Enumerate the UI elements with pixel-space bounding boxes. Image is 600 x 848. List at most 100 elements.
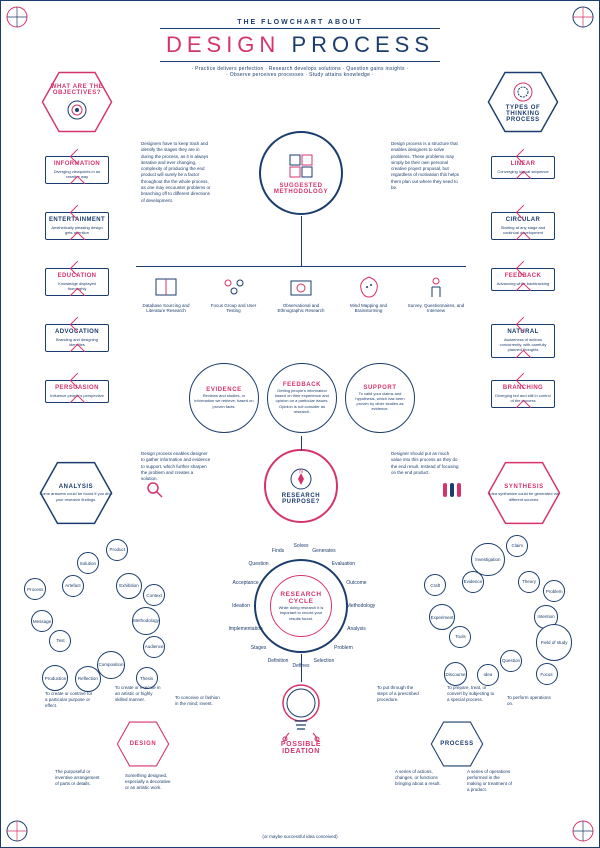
synthesis-title: SYNTHESIS — [504, 484, 543, 490]
bubble: Production — [42, 665, 68, 691]
design-definitions: To create or contrive for a particular p… — [45, 691, 175, 811]
efs-desc: Reviews and studies, or information we r… — [190, 393, 258, 409]
analysis-desc: Some answers could be found if you dive … — [39, 491, 113, 501]
bubble: Product — [106, 539, 128, 561]
bubble: Discourse — [444, 662, 467, 685]
bubble: Craft — [424, 574, 446, 596]
box-title: CIRCULAR — [495, 217, 551, 223]
bubble: Theory — [518, 571, 540, 593]
method-book-icon: Database Sourcing and Literature Researc… — [136, 273, 196, 313]
bubble: Test — [49, 630, 71, 652]
definition: Something designed, especially a decorat… — [125, 773, 173, 791]
magnifier-icon — [146, 481, 164, 499]
bubble: Methodology — [132, 607, 161, 636]
bubble: Tools — [449, 626, 471, 648]
box-title: LINEAR — [495, 161, 551, 167]
right-box-4: BRANCHINGDiverging but and still in cont… — [491, 380, 555, 408]
bubble: Audience — [143, 636, 165, 658]
textblock-left2: Design process enables designer to gathe… — [141, 451, 211, 482]
box-title: FEEDBACK — [495, 273, 551, 279]
efs-desc: To valid your claims and hypothesis, whi… — [346, 391, 414, 412]
right-box-3: NATURALAwareness of actions concurrently… — [491, 324, 555, 358]
objectives-title: WHAT ARE THE OBJECTIVES? — [51, 84, 104, 96]
corner-logo-tr — [571, 5, 595, 29]
bubble: Field of study — [536, 624, 572, 660]
box-title: ADVOCATION — [49, 329, 105, 335]
bubble: Solution — [77, 552, 99, 574]
box-desc: Aesthetically pleasing design gets atten… — [49, 225, 105, 235]
left-box-1: ENTERTAINMENTAesthetically pleasing desi… — [45, 212, 109, 240]
bubble: Question — [500, 650, 522, 672]
textblock-right2: Designer should put as much value into t… — [391, 451, 461, 476]
definition: To conceive or fashion in the mind; inve… — [175, 695, 223, 707]
research-purpose-node: N RESEARCH PURPOSE? — [264, 449, 338, 523]
bubble: Composition — [97, 651, 126, 680]
cycle-word: Question — [241, 561, 277, 567]
process-definitions: To put through the steps of a prescribed… — [425, 691, 555, 811]
box-desc: Converging logical sequence — [495, 169, 551, 174]
thinking-node: TYPES OF THINKING PROCESS — [487, 71, 559, 133]
objectives-node: WHAT ARE THE OBJECTIVES? — [41, 71, 113, 133]
right-box-0: LINEAR Converging logical sequence — [491, 156, 555, 179]
method-survey-icon: Survey, Questionnaires, and Interview — [406, 273, 466, 313]
cycle-word: Ideation — [223, 603, 259, 609]
box-desc: Branding and designing identities — [49, 337, 105, 347]
connector — [136, 266, 466, 267]
bubble: Context — [143, 584, 165, 606]
tubes-icon — [441, 481, 465, 499]
methodology-node: SUGGESTED METHODOLOGY — [259, 131, 343, 215]
method-brain-icon: Mind Mapping and Brainstorming — [339, 273, 399, 313]
icon-label: Observational and Ethnographic Research — [271, 303, 331, 313]
title-word-1: DESIGN — [166, 32, 280, 57]
bubble: Claim — [506, 535, 528, 557]
book-icon — [152, 273, 180, 301]
box-title: EDUCATION — [49, 273, 105, 279]
pretitle: THE FLOWCHART ABOUT — [1, 19, 599, 26]
definition: To prepare, treat, or convert by subject… — [447, 685, 495, 703]
ideation-title: POSSIBLE IDEATION — [269, 741, 333, 755]
box-title: INFORMATION — [49, 161, 105, 167]
puzzle-icon — [286, 151, 316, 181]
box-desc: Awareness of actions concurrently, with … — [495, 337, 551, 353]
head-icon — [512, 81, 534, 103]
definition: A series of actions, changes, or functio… — [395, 769, 443, 787]
icon-label: Mind Mapping and Brainstorming — [339, 303, 399, 313]
definition: To create or execute in an artistic or h… — [115, 685, 163, 703]
cycle-word: Evaluation — [325, 561, 361, 567]
title-word-2: PROCESS — [291, 32, 434, 57]
methodology-title: SUGGESTED METHODOLOGY — [274, 183, 328, 195]
ideation-node: POSSIBLE IDEATION — [269, 681, 333, 755]
method-icon-row: Database Sourcing and Literature Researc… — [136, 273, 466, 313]
box-desc: Starting at any stage and continual deve… — [495, 225, 551, 235]
box-title: BRANCHING — [495, 385, 551, 391]
bubble: Idea — [477, 664, 499, 686]
bubble: Experiment — [429, 604, 455, 630]
efs-support: SUPPORTTo valid your claims and hypothes… — [345, 363, 415, 433]
box-desc: Diverging viewpoints in an creative way — [49, 169, 105, 179]
camera-icon — [287, 273, 315, 301]
left-box-2: EDUCATION Knowledge displayed thoroughly — [45, 268, 109, 296]
bulb-icon — [275, 681, 327, 741]
box-desc: Knowledge displayed thoroughly — [49, 281, 105, 291]
main-title: DESIGN PROCESS — [160, 28, 440, 62]
efs-feedback: FEEDBACKGetting people's information bas… — [267, 363, 337, 433]
compass-icon: N — [289, 467, 313, 491]
definition: To put through the steps of a prescribed… — [377, 685, 425, 703]
box-desc: Influence people's perspective — [49, 393, 105, 398]
bubble: Problem — [543, 580, 565, 602]
corner-logo-bl — [5, 819, 29, 843]
bubble: Reflection — [75, 666, 101, 692]
corner-logo-br — [571, 819, 595, 843]
bubble: Process — [24, 578, 46, 600]
synthesis-desc: Idea synthesize could be generated via d… — [487, 491, 561, 501]
connector — [301, 654, 302, 682]
icon-label: Focus Group and User Testing — [204, 303, 264, 313]
cycle-word: Outcome — [338, 580, 374, 586]
textblock-right1: Design process is a structure that enabl… — [391, 141, 461, 191]
cycle-word: Acceptance — [228, 580, 264, 586]
efs-evidence: EVIDENCEReviews and studies, or informat… — [189, 363, 259, 433]
bubble: Exhibition — [116, 573, 142, 599]
cycle-word: Problem — [325, 645, 361, 651]
research-purpose-title: RESEARCH PURPOSE? — [282, 493, 320, 505]
design-title: DESIGN — [130, 741, 157, 747]
